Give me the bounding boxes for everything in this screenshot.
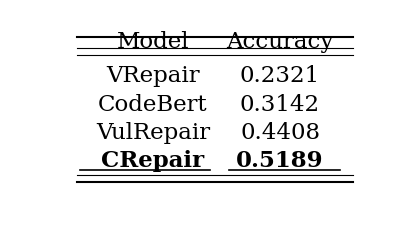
Text: 0.3142: 0.3142 [239,94,319,116]
Text: 0.4408: 0.4408 [239,122,319,144]
Text: VulRepair: VulRepair [96,122,209,144]
Text: CRepair: CRepair [101,150,204,172]
Text: Accuracy: Accuracy [226,31,333,53]
Text: CodeBert: CodeBert [98,94,207,116]
Text: 0.5189: 0.5189 [236,150,323,172]
Text: Model: Model [117,31,189,53]
Text: VRepair: VRepair [106,65,199,87]
Text: 0.2321: 0.2321 [239,65,319,87]
